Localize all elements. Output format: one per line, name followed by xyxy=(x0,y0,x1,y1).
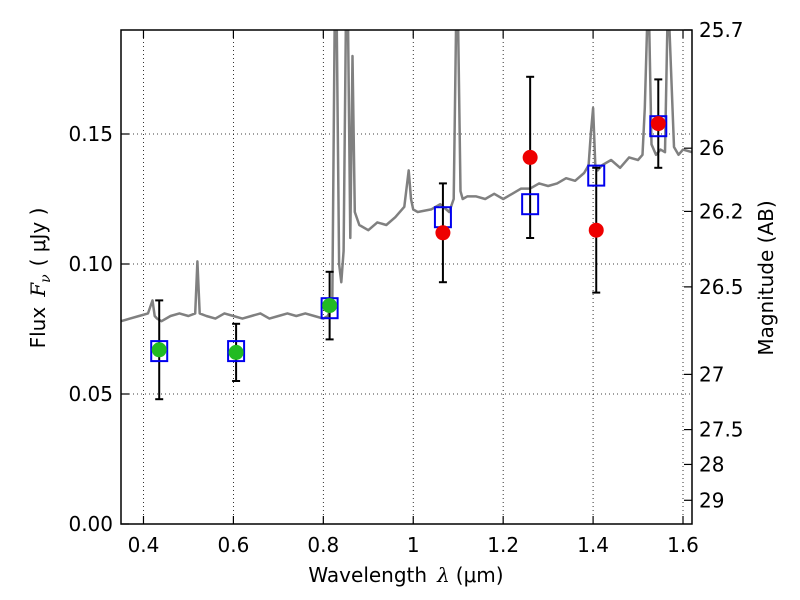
x-tick-label: 1.6 xyxy=(667,533,699,557)
model-photometry-markers xyxy=(150,115,668,363)
observed-photometry-point xyxy=(322,298,338,314)
model-photometry-marker xyxy=(227,340,246,363)
x-tick-label: 0.8 xyxy=(307,533,339,557)
x-axis-label: Wavelength λ (μm) xyxy=(308,563,503,587)
y2-tick-label: 26.2 xyxy=(699,199,744,223)
y2-tick-label: 27.5 xyxy=(699,418,744,442)
sed-line xyxy=(121,30,692,323)
model-photometry-marker xyxy=(521,193,540,216)
observed-photometry-point xyxy=(588,222,604,238)
x-tick-label: 0.6 xyxy=(217,533,249,557)
y2-tick-labels: 25.7 26 26.2 26.5 27 27.5 28 29 xyxy=(699,18,744,512)
y2-tick-label: 25.7 xyxy=(699,18,744,42)
y-tick-label: 0.15 xyxy=(68,122,113,146)
plot-frame xyxy=(120,29,693,525)
x-tick-labels: 0.4 0.6 0.8 1 1.2 1.4 1.6 xyxy=(128,533,699,557)
x-tick-label: 1.2 xyxy=(487,533,519,557)
y-tick-label: 0.10 xyxy=(68,252,113,276)
y2-tick-label: 29 xyxy=(699,488,724,512)
observed-photometry-markers xyxy=(151,116,666,360)
x-tick-label: 1 xyxy=(407,533,420,557)
model-photometry-marker xyxy=(587,164,606,187)
x-tick-label: 1.4 xyxy=(577,533,609,557)
y-tick-label: 0.05 xyxy=(68,382,113,406)
y2-axis-label: Magnitude (AB) xyxy=(754,200,778,355)
y-axis-label: FluxFν( μJy ) xyxy=(26,208,54,349)
y2-tick-label: 27 xyxy=(699,362,724,386)
observed-photometry-point xyxy=(522,149,538,165)
y-tick-label: 0.00 xyxy=(68,512,113,536)
observed-photometry-point xyxy=(151,342,167,358)
y2-tick-label: 28 xyxy=(699,452,724,476)
ticks xyxy=(121,29,692,525)
observed-photometry-point xyxy=(435,225,451,241)
x-tick-label: 0.4 xyxy=(128,533,160,557)
y2-tick-label: 26 xyxy=(699,136,724,160)
y-tick-labels: 0.00 0.05 0.10 0.15 xyxy=(68,122,113,536)
observed-photometry-point xyxy=(228,344,244,360)
sed-layer xyxy=(121,30,692,323)
model-photometry-marker xyxy=(150,340,169,363)
observed-photometry-point xyxy=(650,116,666,132)
y2-tick-label: 26.5 xyxy=(699,275,744,299)
